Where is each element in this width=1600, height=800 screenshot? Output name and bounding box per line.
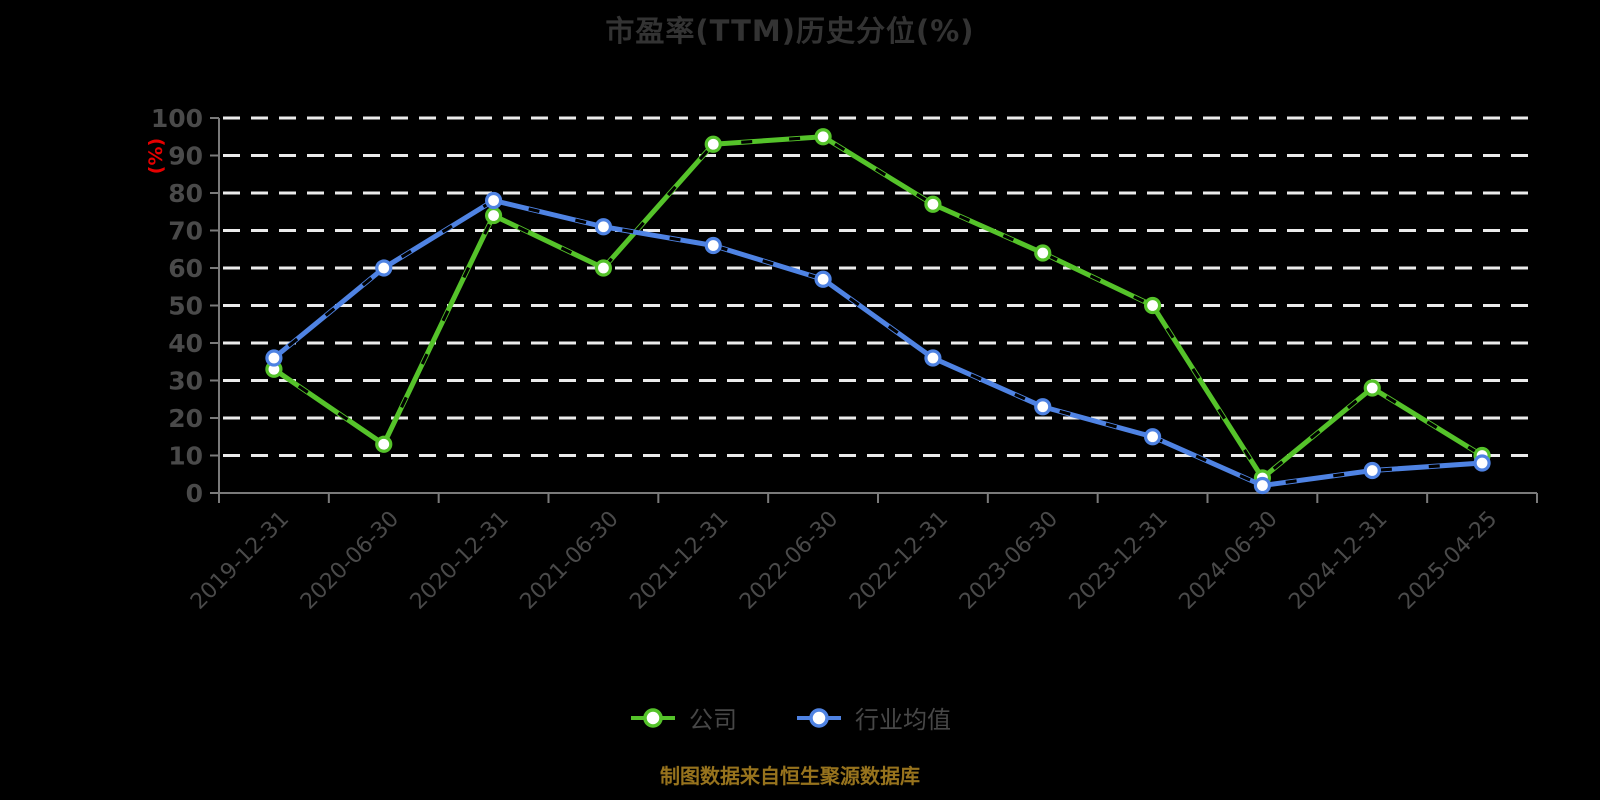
data-point-marker[interactable] — [1253, 476, 1272, 495]
data-point-marker[interactable] — [265, 349, 283, 367]
data-point-marker[interactable] — [1363, 461, 1381, 480]
y-tick-label: 10 — [168, 442, 203, 471]
data-point-marker[interactable] — [1363, 379, 1381, 397]
x-tick-label: 2022-06-30 — [735, 507, 843, 615]
legend-label-industry-average: 行业均值 — [855, 706, 951, 734]
x-tick-label: 2022-12-31 — [845, 507, 953, 615]
data-point-marker[interactable] — [924, 195, 942, 213]
legend-item-company[interactable]: 公司 — [629, 700, 737, 735]
data-point-marker[interactable] — [814, 270, 832, 288]
y-tick-label: 70 — [168, 217, 203, 246]
y-tick-label: 40 — [168, 329, 203, 358]
data-point-marker[interactable] — [1034, 398, 1052, 416]
data-point-marker[interactable] — [484, 206, 503, 225]
x-tick-label: 2023-06-30 — [955, 507, 1063, 615]
company-series-line — [271, 134, 1485, 481]
data-source-note: 制图数据来自恒生聚源数据库 — [660, 764, 920, 788]
legend: 公司 行业均值 — [0, 700, 1580, 735]
x-tick-label: 2024-06-30 — [1175, 507, 1283, 615]
x-tick-label: 2025-04-25 — [1394, 507, 1502, 615]
data-point-marker[interactable] — [1473, 454, 1491, 472]
x-tick-label: 2021-12-31 — [625, 507, 733, 615]
data-point-marker[interactable] — [594, 259, 613, 277]
data-point-marker[interactable] — [375, 435, 393, 453]
data-point-marker[interactable] — [1143, 428, 1162, 446]
data-point-marker[interactable] — [704, 236, 722, 255]
industry-line-marker-icon — [797, 707, 841, 728]
y-tick-label: 0 — [186, 479, 203, 508]
y-tick-label: 90 — [168, 142, 203, 171]
data-point-marker[interactable] — [594, 218, 613, 236]
legend-item-industry-average[interactable]: 行业均值 — [795, 700, 951, 735]
company-line-marker-icon — [631, 707, 675, 728]
data-point-marker[interactable] — [1143, 296, 1162, 315]
series-dash-overlay — [273, 135, 1483, 481]
y-axis-unit-label: (%) — [145, 138, 167, 174]
x-tick-label: 2020-06-30 — [296, 507, 404, 615]
data-point-marker[interactable] — [484, 191, 503, 210]
data-point-marker[interactable] — [375, 259, 393, 277]
x-tick-label: 2019-12-31 — [186, 507, 294, 615]
y-tick-label: 80 — [168, 179, 203, 208]
x-tick-label: 2021-06-30 — [516, 507, 624, 615]
legend-label-company: 公司 — [689, 706, 737, 734]
industry-series-line — [271, 198, 1485, 488]
y-tick-label: 30 — [168, 367, 203, 396]
y-tick-label: 50 — [168, 292, 203, 321]
x-tick-label: 2023-12-31 — [1065, 507, 1173, 615]
x-tick-label: 2024-12-31 — [1284, 507, 1392, 615]
data-point-marker[interactable] — [924, 349, 942, 367]
x-tick-label: 2020-12-31 — [406, 507, 514, 615]
y-tick-label: 100 — [151, 104, 203, 133]
data-point-marker[interactable] — [704, 135, 722, 153]
y-tick-label: 20 — [168, 404, 203, 433]
chart-title: 市盈率(TTM)历史分位(%) — [605, 14, 975, 48]
y-tick-label: 60 — [168, 254, 203, 283]
data-point-marker[interactable] — [1034, 244, 1052, 262]
data-point-marker[interactable] — [814, 128, 832, 146]
